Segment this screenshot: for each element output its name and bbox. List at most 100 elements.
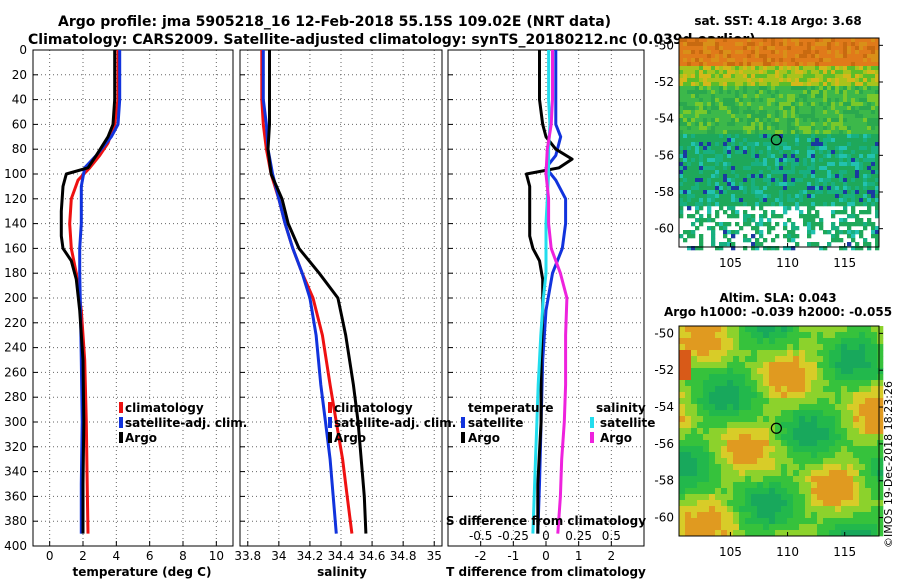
map1-cell (803, 50, 808, 55)
map1-cell (723, 66, 728, 71)
map1-cell (783, 234, 788, 239)
map1-cell (859, 46, 864, 51)
map1-cell (839, 46, 844, 51)
map1-cell (763, 94, 768, 99)
diff-legend-t-satellite-label: satellite (468, 416, 523, 430)
map2-cell (829, 440, 836, 447)
map1-cell (871, 154, 876, 159)
map1-cell (687, 70, 692, 75)
map1-cell (755, 122, 760, 127)
map1-cell (775, 98, 780, 103)
map1-cell (707, 130, 712, 135)
map1-cell (795, 242, 800, 247)
diff-legend-s-satellite-label: satellite (600, 416, 655, 430)
map1-cell (711, 150, 716, 155)
map1-cell (767, 58, 772, 63)
map1-cell (711, 130, 716, 135)
map2-cell (739, 404, 746, 411)
map2-cell (853, 386, 860, 393)
difference-plot: -2 -1 0 1 2-0.5 -0.25 0 0.25 0.5 (447, 49, 645, 563)
map2-cell (733, 518, 740, 525)
map2-cell (763, 368, 770, 375)
map1-cell (691, 158, 696, 163)
map2-cell (697, 488, 704, 495)
map1-cell (755, 226, 760, 231)
map2-cell (697, 494, 704, 501)
map1-cell (767, 82, 772, 87)
map2-cell (727, 452, 734, 459)
map1-cell (767, 190, 772, 195)
map1-cell (787, 114, 792, 119)
map1-cell (851, 202, 856, 207)
map1-cell (871, 178, 876, 183)
p1-plot-ytick-label: 400 (4, 539, 27, 553)
map1-cell (731, 54, 736, 59)
map1-cell (719, 86, 724, 91)
map1-cell (799, 166, 804, 171)
map1-cell (763, 190, 768, 195)
map2-cell (703, 494, 710, 501)
map1-cell (799, 118, 804, 123)
map1-cell (803, 222, 808, 227)
map2-cell (757, 464, 764, 471)
map2-cell (679, 452, 686, 459)
map2-cell (817, 380, 824, 387)
map1-cell (815, 90, 820, 95)
map2-cell (751, 398, 758, 405)
map2-cell (721, 416, 728, 423)
map1-cell (719, 158, 724, 163)
map1-cell (787, 194, 792, 199)
map2-cell (745, 524, 752, 531)
map1-cell (723, 98, 728, 103)
map1-cell (735, 102, 740, 107)
map1-cell (815, 182, 820, 187)
map1-cell (759, 190, 764, 195)
map1-cell (875, 54, 880, 59)
map2-cell (841, 458, 848, 465)
map1-cell (747, 166, 752, 171)
map2-cell (853, 380, 860, 387)
map1-cell (871, 42, 876, 47)
map1-cell (815, 106, 820, 111)
map1-cell (695, 206, 700, 211)
map1-cell (731, 82, 736, 87)
map2-cell (757, 332, 764, 339)
map1-cell (791, 146, 796, 151)
map1-cell (819, 134, 824, 139)
map1-cell (715, 170, 720, 175)
map2-cell (703, 410, 710, 417)
map1-cell (811, 146, 816, 151)
map1-cell (715, 198, 720, 203)
map1-cell (851, 70, 856, 75)
map2-cell (727, 380, 734, 387)
map2-cell (877, 338, 884, 345)
map1-cell (823, 138, 828, 143)
map2-cell (871, 524, 878, 531)
map2-cell (757, 428, 764, 435)
map2-cell (841, 428, 848, 435)
map1-cell (763, 178, 768, 183)
map1-cell (699, 102, 704, 107)
map1-cell (735, 46, 740, 51)
map2-cell (769, 506, 776, 513)
map1-cell (799, 94, 804, 99)
map1-cell (755, 138, 760, 143)
map1-cell (743, 86, 748, 91)
map1-cell (679, 70, 684, 75)
map2-cell (715, 482, 722, 489)
map1-cell (851, 106, 856, 111)
map2-cell (721, 524, 728, 531)
map1-cell (687, 98, 692, 103)
map1-cell (751, 86, 756, 91)
map2-cell (841, 416, 848, 423)
map1-cell (751, 82, 756, 87)
map1-cell (731, 62, 736, 67)
map1-cell (755, 230, 760, 235)
map1-cell (823, 186, 828, 191)
map2-cell (691, 350, 698, 357)
map1-cell (703, 202, 708, 207)
p1-plot-xtick-label: 0 (46, 549, 54, 563)
map2-cell (709, 386, 716, 393)
map1-cell (847, 138, 852, 143)
map2-cell (817, 470, 824, 477)
